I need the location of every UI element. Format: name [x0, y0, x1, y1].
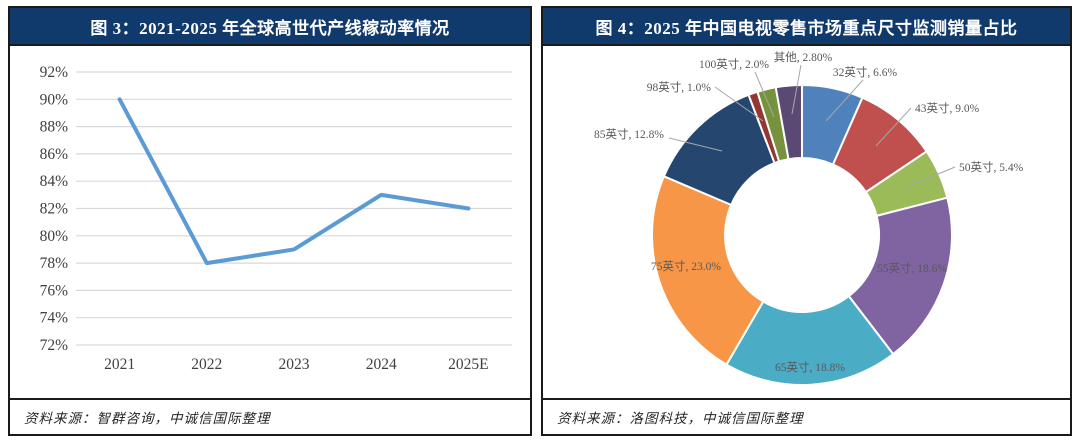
y-axis-tick-label: 90% [40, 91, 69, 108]
donut-slice-label: 65英寸, 18.8% [775, 360, 845, 374]
label-leader-line [906, 166, 956, 188]
utilization-line-chart: 92% 90% 88% 86% 84% 82% 80% 78% 76% 74% 72% 2021 202… [40, 64, 512, 373]
donut-slice-label: 85英寸, 12.8% [594, 127, 664, 141]
y-axis-tick-label: 82% [40, 201, 69, 218]
y-axis-tick-label: 76% [40, 282, 69, 299]
donut-slice-65英寸 [725, 295, 895, 386]
x-axis-tick-label: 2024 [366, 356, 397, 373]
x-axis-tick-label: 2021 [104, 356, 135, 373]
x-axis-tick-label: 2022 [191, 356, 222, 373]
label-leader-line [875, 107, 912, 147]
donut-slice-55英寸 [847, 196, 953, 356]
utilization-rate-line-series [117, 97, 471, 266]
line-chart-area: 92% 90% 88% 86% 84% 82% 80% 78% 76% 74% 72% 2021 202… [10, 46, 530, 398]
donut-slice-label: 43英寸, 9.0% [915, 101, 980, 115]
donut-slice-label: 98英寸, 1.0% [647, 80, 712, 94]
donut-chart-area: 32英寸, 6.6% 43英寸, 9.0% 50英寸, 5.4% 55英寸, 18.6… [543, 46, 1070, 398]
y-axis-tick-label: 72% [40, 337, 69, 354]
y-axis-tick-label: 74% [40, 310, 69, 327]
y-axis-tick-label: 84% [40, 173, 69, 190]
figure-3-source: 资料来源：智群咨询，中诚信国际整理 [10, 398, 530, 434]
donut-slice-其他 [774, 84, 803, 161]
figure-4-title: 图 4：2025 年中国电视零售市场重点尺寸监测销量占比 [543, 8, 1070, 46]
label-leader-line [825, 79, 864, 122]
y-axis-tick-label: 86% [40, 146, 69, 163]
y-axis-tick-label: 92% [40, 64, 69, 81]
label-leader-line [791, 64, 802, 115]
donut-slice-label: 100英寸, 2.0% [699, 57, 769, 71]
figure-3-panel: 图 3：2021-2025 年全球高世代产线稼动率情况 92% 90% 88% 86%… [8, 6, 532, 436]
donut-slice-label: 75英寸, 23.0% [651, 259, 721, 273]
tv-size-share-donut-chart: 32英寸, 6.6% 43英寸, 9.0% 50英寸, 5.4% 55英寸, 18.6… [594, 51, 1024, 386]
donut-slice-label: 50英寸, 5.4% [959, 160, 1024, 174]
x-axis-tick-label: 2025E [448, 356, 488, 373]
figure-4-panel: 图 4：2025 年中国电视零售市场重点尺寸监测销量占比 32英寸, 6.6% 4… [541, 6, 1072, 436]
label-leader-line [714, 86, 764, 122]
y-axis-tick-label: 78% [40, 255, 69, 272]
y-axis-tick-label: 80% [40, 228, 69, 245]
x-axis-tick-label: 2023 [279, 356, 310, 373]
donut-slice-75英寸 [651, 175, 765, 366]
donut-slice-label: 32英寸, 6.6% [833, 65, 898, 79]
label-leader-line [668, 137, 723, 152]
figure-3-title: 图 3：2021-2025 年全球高世代产线稼动率情况 [10, 8, 530, 46]
y-axis-tick-label: 88% [40, 119, 69, 136]
donut-slice-label: 其他, 2.80% [774, 51, 833, 64]
donut-slice-label: 55英寸, 18.6% [877, 261, 947, 275]
label-leader-line [754, 71, 775, 118]
figure-4-source: 资料来源：洛图科技，中诚信国际整理 [543, 398, 1070, 434]
